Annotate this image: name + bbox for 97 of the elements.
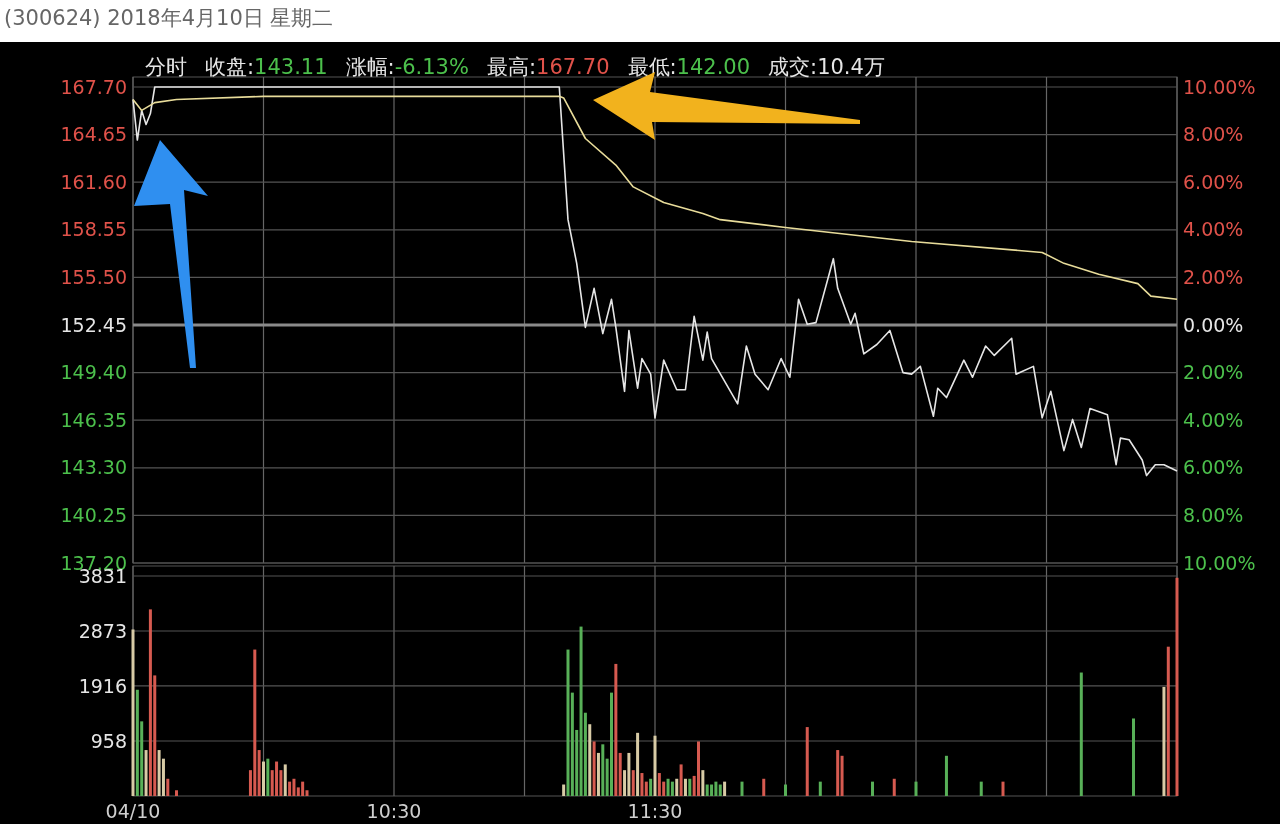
bar [914, 781, 918, 796]
y2-tick-label: 2.00% [1183, 361, 1244, 384]
bar [566, 649, 570, 796]
bar [701, 770, 705, 796]
chart-title: (300624) 2018年4月10日 星期二 [4, 6, 334, 30]
bar [636, 732, 640, 796]
bar [135, 689, 139, 796]
bar [305, 790, 309, 796]
bar [601, 744, 605, 796]
y2-tick-label: 6.00% [1183, 456, 1244, 479]
bar [718, 784, 722, 796]
y-tick-label: 958 [90, 729, 127, 752]
bar [253, 649, 257, 796]
bar [614, 663, 618, 796]
bar [610, 692, 613, 796]
bar [275, 761, 279, 796]
bar [1162, 686, 1166, 796]
y-tick-label: 1916 [78, 674, 127, 697]
bar [840, 755, 844, 796]
bar [292, 778, 296, 796]
y2-tick-label: 10.00% [1183, 75, 1256, 98]
bar [631, 770, 635, 796]
bar [579, 626, 583, 796]
bar [944, 755, 948, 796]
bar [588, 724, 592, 796]
y-tick-label: 158.55 [60, 218, 127, 241]
bar [596, 752, 600, 796]
bar [784, 784, 787, 796]
x-tick-label: 11:30 [627, 800, 683, 822]
y-tick-label: 155.50 [60, 266, 127, 289]
bar [892, 778, 896, 796]
bar [666, 778, 670, 796]
bar [1079, 672, 1083, 796]
bar [683, 778, 687, 796]
bar [697, 741, 700, 796]
y-tick-label: 164.65 [60, 123, 127, 146]
bar [644, 781, 648, 796]
y-tick-label: 161.60 [60, 170, 127, 193]
line-series [132, 86, 1178, 477]
bar [157, 750, 161, 796]
bar [675, 778, 679, 796]
y-tick-label: 143.30 [60, 456, 127, 479]
y2-tick-label: 2.00% [1183, 266, 1244, 289]
y-tick-label: 152.45 [60, 313, 127, 336]
bar [679, 764, 683, 796]
y2-tick-label: 10.00% [1183, 551, 1256, 574]
y-tick-label: 167.70 [60, 75, 127, 98]
bar [657, 773, 661, 796]
bar [649, 778, 653, 796]
y-tick-label: 149.40 [60, 361, 127, 384]
bar [148, 609, 152, 796]
y2-tick-label: 8.00% [1183, 123, 1244, 146]
bar [131, 629, 135, 796]
y2-tick-label: 4.00% [1183, 408, 1244, 431]
bar [705, 784, 709, 796]
bar [283, 764, 287, 796]
bar [710, 784, 714, 796]
y2-tick-label: 6.00% [1183, 170, 1244, 193]
bar [1175, 577, 1179, 796]
bar [1166, 646, 1170, 796]
bar [627, 752, 631, 796]
bar [723, 781, 727, 796]
bar [640, 773, 644, 796]
bar [714, 781, 718, 796]
bar [740, 781, 744, 796]
line-series [132, 95, 1178, 301]
y-tick-label: 2873 [78, 619, 127, 642]
bar [818, 781, 822, 796]
bar [262, 761, 265, 796]
bar [1001, 781, 1005, 796]
bar [166, 778, 170, 796]
bar [653, 735, 657, 796]
bar [805, 727, 809, 796]
x-tick-label: 04/10 [105, 800, 161, 822]
bar [562, 784, 566, 796]
bar [266, 758, 270, 796]
bar [257, 750, 261, 796]
bar [871, 781, 874, 796]
bar [175, 790, 178, 796]
bar [618, 752, 622, 796]
bar [301, 781, 305, 796]
bar [288, 781, 292, 796]
y-tick-label: 140.25 [60, 504, 127, 527]
bar [592, 741, 596, 796]
bar [144, 750, 148, 796]
y-tick-label: 146.35 [60, 408, 127, 431]
bar [1132, 718, 1135, 796]
bar [670, 781, 674, 796]
text: 分时 收盘:143.11 涨幅:-6.13% 最高:167.70 最低:142.00 成交:10.4万 [145, 55, 885, 79]
y2-tick-label: 4.00% [1183, 218, 1244, 241]
x-tick-label: 10:30 [366, 800, 422, 822]
bar [688, 778, 692, 796]
bar [979, 781, 983, 796]
bar [762, 778, 766, 796]
y2-tick-label: 0.00% [1183, 313, 1244, 336]
y2-tick-label: 8.00% [1183, 504, 1244, 527]
bar [836, 750, 840, 796]
